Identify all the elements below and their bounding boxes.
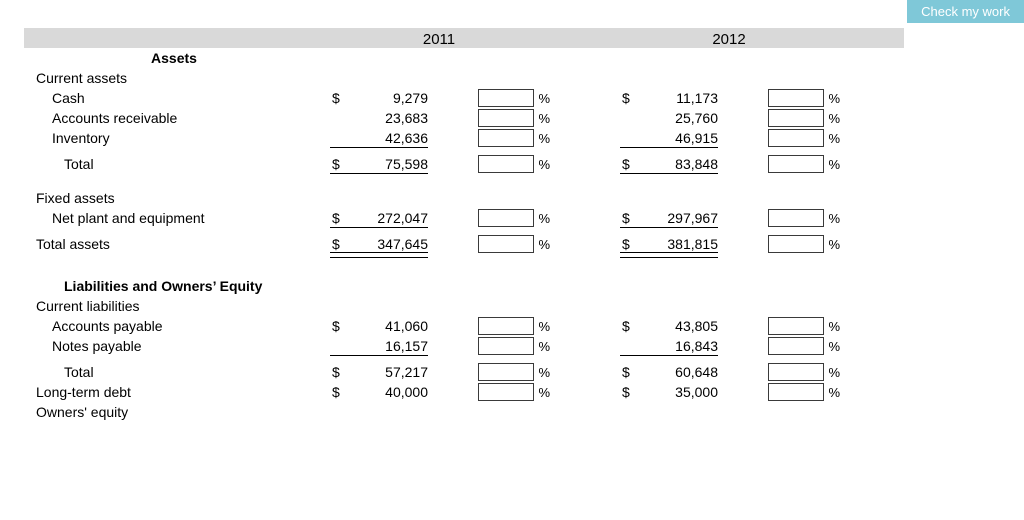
ca-total-2011-pct-input[interactable] bbox=[478, 155, 534, 173]
ap-2011-pct-input[interactable] bbox=[478, 317, 534, 335]
row-ltd-label: Long-term debt bbox=[24, 382, 324, 402]
cl-total-2011-pct-input[interactable] bbox=[478, 363, 534, 381]
row-cl-total-2012: $60,648 bbox=[614, 362, 724, 382]
ta-2011-pct-input[interactable] bbox=[478, 235, 534, 253]
row-ta-2011: $347,645 bbox=[324, 234, 434, 254]
row-inv-label: Inventory bbox=[24, 128, 324, 148]
row-inv-2011: 42,636 bbox=[324, 128, 434, 148]
section-fixed-assets: Fixed assets bbox=[24, 188, 324, 208]
check-my-work-button[interactable]: Check my work bbox=[907, 0, 1024, 23]
row-ap-label: Accounts payable bbox=[24, 316, 324, 336]
header-spacer bbox=[24, 28, 324, 48]
inv-2011-pct-input[interactable] bbox=[478, 129, 534, 147]
inv-2012-pct-input[interactable] bbox=[768, 129, 824, 147]
row-cl-total-2011: $57,217 bbox=[324, 362, 434, 382]
row-ltd-2012: $35,000 bbox=[614, 382, 724, 402]
ca-total-2012-pct-input[interactable] bbox=[768, 155, 824, 173]
ar-2011-pct-input[interactable] bbox=[478, 109, 534, 127]
pct-symbol: % bbox=[538, 91, 550, 106]
npe-2012-pct-input[interactable] bbox=[768, 209, 824, 227]
row-ta-2012: $381,815 bbox=[614, 234, 724, 254]
ta-2012-pct-input[interactable] bbox=[768, 235, 824, 253]
section-owners-equity: Owners' equity bbox=[24, 402, 324, 422]
row-cash-2011: $9,279 bbox=[324, 88, 434, 108]
col-header-2012: 2012 bbox=[614, 28, 844, 48]
ltd-2011-pct-input[interactable] bbox=[478, 383, 534, 401]
row-ar-2012: 25,760 bbox=[614, 108, 724, 128]
row-ltd-2011: $40,000 bbox=[324, 382, 434, 402]
row-ap-2012: $43,805 bbox=[614, 316, 724, 336]
row-ar-label: Accounts receivable bbox=[24, 108, 324, 128]
row-ca-total-label: Total bbox=[24, 154, 324, 174]
row-ca-total-2011: $75,598 bbox=[324, 154, 434, 174]
row-ta-label: Total assets bbox=[24, 234, 324, 254]
row-ap-2011: $41,060 bbox=[324, 316, 434, 336]
row-np-2012: 16,843 bbox=[614, 336, 724, 356]
ltd-2012-pct-input[interactable] bbox=[768, 383, 824, 401]
row-cash-label: Cash bbox=[24, 88, 324, 108]
cash-2011-pct-input[interactable] bbox=[478, 89, 534, 107]
npe-2011-pct-input[interactable] bbox=[478, 209, 534, 227]
row-inv-2012: 46,915 bbox=[614, 128, 724, 148]
section-current-assets: Current assets bbox=[24, 68, 324, 88]
cl-total-2012-pct-input[interactable] bbox=[768, 363, 824, 381]
np-2011-pct-input[interactable] bbox=[478, 337, 534, 355]
header-gap bbox=[554, 28, 614, 48]
section-liab-equity: Liabilities and Owners’ Equity bbox=[24, 276, 324, 296]
header-gap2 bbox=[844, 28, 904, 48]
row-npe-label: Net plant and equipment bbox=[24, 208, 324, 228]
row-npe-2012: $297,967 bbox=[614, 208, 724, 228]
section-current-liab: Current liabilities bbox=[24, 296, 324, 316]
row-np-label: Notes payable bbox=[24, 336, 324, 356]
ap-2012-pct-input[interactable] bbox=[768, 317, 824, 335]
ar-2012-pct-input[interactable] bbox=[768, 109, 824, 127]
cash-2012-pct-input[interactable] bbox=[768, 89, 824, 107]
balance-sheet: 2011 2012 Assets Current assets Cash $9,… bbox=[0, 0, 1024, 422]
np-2012-pct-input[interactable] bbox=[768, 337, 824, 355]
row-np-2011: 16,157 bbox=[324, 336, 434, 356]
row-ar-2011: 23,683 bbox=[324, 108, 434, 128]
section-assets: Assets bbox=[24, 48, 324, 68]
row-npe-2011: $272,047 bbox=[324, 208, 434, 228]
col-header-2011: 2011 bbox=[324, 28, 554, 48]
row-cash-2012: $11,173 bbox=[614, 88, 724, 108]
row-cl-total-label: Total bbox=[24, 362, 324, 382]
row-ca-total-2012: $83,848 bbox=[614, 154, 724, 174]
